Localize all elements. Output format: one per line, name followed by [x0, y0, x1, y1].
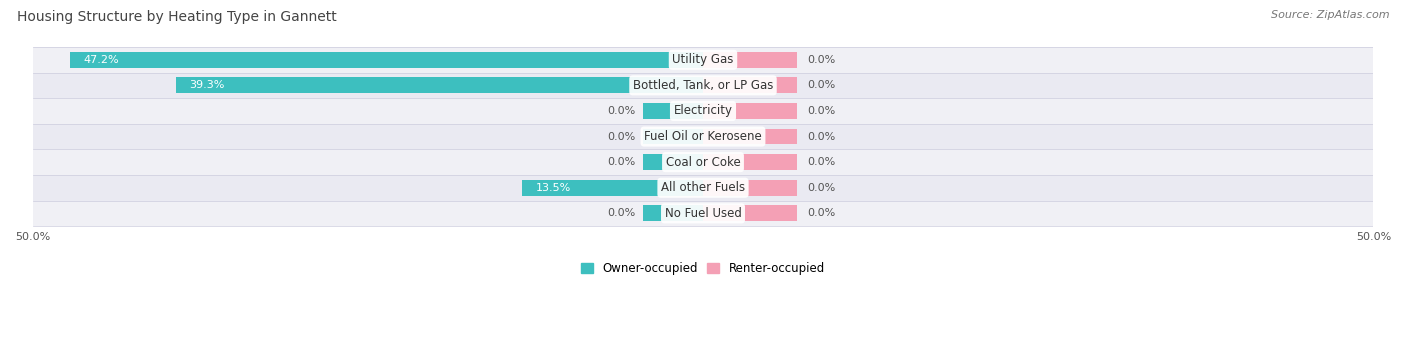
Bar	[32, 98, 1374, 124]
Bar	[703, 77, 797, 93]
Bar	[703, 103, 797, 119]
Legend: Owner-occupied, Renter-occupied: Owner-occupied, Renter-occupied	[576, 257, 830, 280]
Text: 0.0%: 0.0%	[807, 208, 835, 218]
Text: Source: ZipAtlas.com: Source: ZipAtlas.com	[1271, 10, 1389, 20]
Bar	[703, 154, 797, 170]
Text: 0.0%: 0.0%	[607, 157, 636, 167]
Bar	[522, 180, 703, 196]
Bar	[32, 124, 1374, 149]
Bar	[643, 154, 703, 170]
Bar	[643, 205, 703, 221]
Bar	[703, 52, 797, 68]
Text: 39.3%: 39.3%	[190, 80, 225, 90]
Text: No Fuel Used: No Fuel Used	[665, 207, 741, 220]
Text: 0.0%: 0.0%	[807, 106, 835, 116]
Bar	[32, 175, 1374, 201]
Bar	[643, 129, 703, 145]
Bar	[32, 201, 1374, 226]
Text: Fuel Oil or Kerosene: Fuel Oil or Kerosene	[644, 130, 762, 143]
Text: 0.0%: 0.0%	[807, 55, 835, 65]
Text: Utility Gas: Utility Gas	[672, 53, 734, 66]
Bar	[32, 149, 1374, 175]
Text: 0.0%: 0.0%	[807, 183, 835, 193]
Bar	[176, 77, 703, 93]
Bar	[703, 129, 797, 145]
Bar	[70, 52, 703, 68]
Bar	[643, 103, 703, 119]
Text: Electricity: Electricity	[673, 104, 733, 117]
Text: 0.0%: 0.0%	[607, 132, 636, 142]
Text: 13.5%: 13.5%	[536, 183, 571, 193]
Bar	[32, 47, 1374, 73]
Text: 47.2%: 47.2%	[83, 55, 120, 65]
Text: 0.0%: 0.0%	[607, 106, 636, 116]
Text: 0.0%: 0.0%	[607, 208, 636, 218]
Text: Bottled, Tank, or LP Gas: Bottled, Tank, or LP Gas	[633, 79, 773, 92]
Text: Housing Structure by Heating Type in Gannett: Housing Structure by Heating Type in Gan…	[17, 10, 336, 24]
Text: Coal or Coke: Coal or Coke	[665, 155, 741, 169]
Text: 0.0%: 0.0%	[807, 132, 835, 142]
Bar	[703, 180, 797, 196]
Bar	[703, 205, 797, 221]
Text: 0.0%: 0.0%	[807, 157, 835, 167]
Text: 0.0%: 0.0%	[807, 80, 835, 90]
Bar	[32, 73, 1374, 98]
Text: All other Fuels: All other Fuels	[661, 181, 745, 194]
